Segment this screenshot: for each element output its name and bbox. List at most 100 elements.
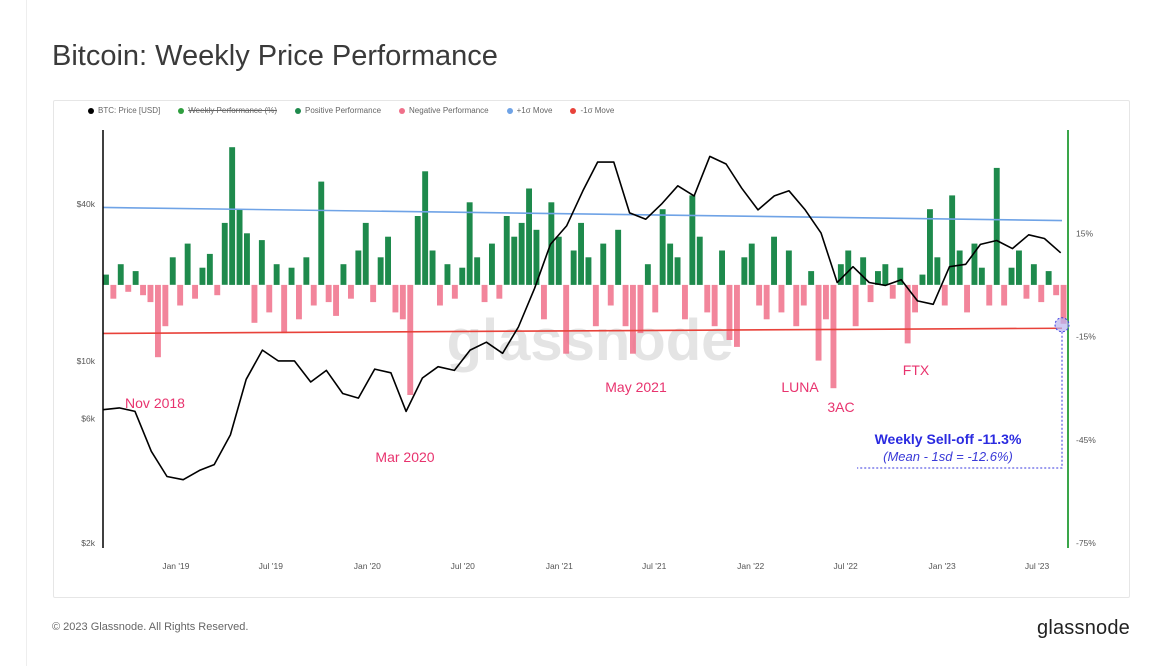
positive-bar (459, 267, 466, 285)
negative-bar (704, 284, 711, 313)
callout-subtitle: (Mean - 1sd = -12.6%) (883, 449, 1013, 464)
left-tick-label: $40k (77, 199, 96, 209)
positive-bar (236, 209, 243, 285)
negative-bar (904, 284, 911, 344)
positive-bar (503, 216, 510, 285)
positive-bar (1008, 267, 1015, 285)
positive-bar (511, 236, 518, 285)
negative-bar (496, 284, 503, 299)
positive-bar (355, 250, 362, 285)
positive-bar (1016, 250, 1022, 285)
negative-bar (756, 284, 763, 306)
positive-bar (644, 264, 651, 285)
event-annotation: May 2021 (605, 379, 667, 395)
negative-bar (392, 284, 399, 313)
negative-bar (310, 284, 317, 306)
positive-bar (993, 167, 1000, 285)
legend-item-price[interactable]: BTC: Price [USD] (88, 106, 160, 115)
legend-item-negative[interactable]: Negative Performance (399, 106, 489, 115)
positive-bar (978, 267, 985, 285)
glassnode-logo[interactable]: glassnode (1037, 617, 1130, 639)
negative-bar (986, 284, 993, 306)
negative-bar (763, 284, 770, 320)
positive-bar (466, 202, 473, 285)
legend-item-minus-sigma[interactable]: -1σ Move (570, 106, 614, 115)
negative-bar (251, 284, 258, 323)
positive-bar (385, 236, 391, 285)
x-tick-label: Jul '20 (451, 561, 476, 571)
negative-bar (140, 284, 146, 296)
positive-bar (956, 250, 963, 285)
positive-bar (860, 257, 867, 285)
positive-bar (303, 257, 310, 285)
positive-bar (837, 264, 844, 285)
positive-bar (169, 257, 176, 285)
positive-bar (1045, 271, 1052, 285)
right-tick-label: 15% (1076, 228, 1093, 238)
positive-bar (377, 257, 384, 285)
negative-bar (399, 284, 406, 320)
x-tick-label: Jul '21 (642, 561, 667, 571)
negative-bar (630, 284, 636, 354)
positive-bar (414, 216, 421, 285)
negative-bar (652, 284, 659, 313)
page-edge (26, 0, 27, 666)
positive-bar (897, 267, 904, 285)
negative-bar (711, 284, 718, 327)
positive-bar (919, 274, 926, 285)
callout-leader (857, 331, 1063, 469)
left-tick-label: $6k (81, 414, 95, 424)
negative-bar (541, 284, 547, 320)
positive-bar (934, 257, 941, 285)
x-tick-label: Jul '23 (1025, 561, 1050, 571)
positive-bar (875, 271, 881, 285)
positive-bar (570, 250, 577, 285)
negative-bar (451, 284, 458, 299)
positive-bar (615, 229, 622, 285)
negative-bar (889, 284, 896, 299)
x-tick-label: Jan '22 (737, 561, 764, 571)
positive-bar (689, 195, 696, 285)
negative-bar (1001, 284, 1008, 306)
positive-bar (184, 243, 191, 285)
negative-bar (1053, 284, 1060, 296)
negative-bar (214, 284, 221, 296)
negative-bar (726, 284, 733, 340)
positive-bar (318, 181, 325, 285)
positive-bar (1030, 264, 1037, 285)
legend-item-weekly[interactable]: Weekly Performance (%) (178, 106, 277, 115)
positive-bar (600, 243, 607, 285)
negative-bar (437, 284, 443, 306)
left-tick-label: $10k (77, 356, 96, 366)
positive-bar (585, 257, 592, 285)
page-title: Bitcoin: Weekly Price Performance (52, 40, 498, 72)
right-tick-label: -15% (1076, 332, 1096, 342)
negative-bar (941, 284, 948, 306)
positive-bar (444, 264, 451, 285)
positive-bar (667, 243, 674, 285)
event-annotation: FTX (903, 362, 930, 378)
positive-bar (429, 250, 436, 285)
legend-item-positive[interactable]: Positive Performance (295, 106, 381, 115)
legend-item-plus-sigma[interactable]: +1σ Move (506, 106, 552, 115)
negative-bar (162, 284, 169, 327)
negative-bar (682, 284, 688, 320)
positive-bar (659, 209, 666, 285)
negative-bar (333, 284, 339, 316)
negative-bar (823, 284, 829, 320)
positive-bar (229, 147, 236, 285)
negative-bar (637, 284, 644, 334)
positive-bar (206, 253, 213, 285)
minus-sigma-line (102, 327, 1063, 335)
negative-bar (830, 284, 837, 389)
positive-bar (971, 243, 978, 285)
positive-bar (785, 250, 792, 285)
negative-bar (348, 284, 354, 299)
negative-bar (1023, 284, 1030, 299)
positive-bar (199, 267, 206, 285)
selloff-marker (1054, 317, 1070, 333)
positive-bar (273, 264, 280, 285)
copyright: © 2023 Glassnode. All Rights Reserved. (52, 621, 249, 633)
event-annotation: Nov 2018 (125, 395, 185, 411)
